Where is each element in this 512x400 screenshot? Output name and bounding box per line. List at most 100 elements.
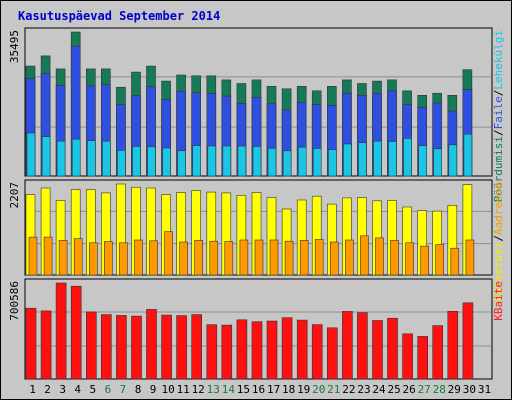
- bar-traffic-KBaite-day-8: [131, 315, 142, 380]
- day-label-7: 7: [120, 383, 127, 396]
- bar-visits-Aadresse-day-4: [73, 238, 83, 276]
- day-label-28: 28: [433, 383, 446, 396]
- day-label-27: 27: [418, 383, 431, 396]
- bar-visits-Aadresse-day-28: [435, 244, 445, 276]
- bar-requests-Lehekülgi-day-28: [433, 148, 443, 177]
- day-label-25: 25: [387, 383, 400, 396]
- bar-visits-Aadresse-day-17: [269, 239, 279, 276]
- legend-entry: /: [492, 129, 505, 136]
- bar-requests-Lehekülgi-day-23: [358, 142, 367, 177]
- bar-traffic-KBaite-day-1: [25, 307, 37, 380]
- day-label-23: 23: [357, 383, 370, 396]
- bar-visits-Aadresse-day-7: [119, 242, 128, 276]
- legend-entry: Lehekülgi: [492, 30, 505, 90]
- bar-visits-Aadresse-day-1: [28, 236, 38, 276]
- bar-traffic-KBaite-day-21: [326, 327, 338, 380]
- bar-visits-Aadresse-day-2: [43, 236, 53, 276]
- bar-requests-Lehekülgi-day-15: [237, 145, 247, 177]
- bar-requests-Lehekülgi-day-17: [267, 148, 277, 177]
- bar-visits-Aadresse-day-21: [329, 241, 339, 276]
- bar-traffic-KBaite-day-27: [417, 336, 429, 380]
- bar-requests-Lehekülgi-day-27: [418, 145, 428, 177]
- bar-visits-Aadresse-day-8: [134, 239, 143, 276]
- bar-traffic-KBaite-day-30: [462, 302, 474, 380]
- bar-traffic-KBaite-day-3: [55, 282, 67, 380]
- bar-traffic-KBaite-day-9: [146, 309, 157, 380]
- bar-requests-Lehekülgi-day-5: [87, 140, 96, 177]
- bar-requests-Lehekülgi-day-26: [403, 138, 412, 177]
- day-label-15: 15: [237, 383, 250, 396]
- bar-requests-Lehekülgi-day-11: [177, 150, 186, 177]
- panel-visits: 2207 Külastusi/Aadresse: [8, 179, 505, 301]
- day-label-14: 14: [222, 383, 236, 396]
- bar-traffic-KBaite-day-6: [101, 314, 112, 380]
- bar-visits-Aadresse-day-19: [299, 240, 309, 276]
- bar-traffic-KBaite-day-16: [251, 321, 263, 380]
- bar-visits-Aadresse-day-3: [58, 240, 68, 276]
- day-label-18: 18: [282, 383, 295, 396]
- bar-traffic-KBaite-day-17: [266, 320, 278, 380]
- bar-requests-Lehekülgi-day-8: [132, 146, 141, 177]
- bar-traffic-KBaite-day-11: [176, 315, 187, 380]
- day-label-9: 9: [150, 383, 157, 396]
- bar-traffic-KBaite-day-15: [236, 319, 248, 380]
- day-label-30: 30: [463, 383, 476, 396]
- bar-traffic-KBaite-day-10: [161, 314, 172, 380]
- bar-requests-Lehekülgi-day-10: [162, 147, 171, 177]
- day-label-21: 21: [327, 383, 340, 396]
- panel-requests: 35495 Pöördumisi/Faile/Lehekülgi: [8, 27, 505, 202]
- bar-requests-Lehekülgi-day-18: [282, 150, 292, 177]
- bar-traffic-KBaite-day-26: [402, 333, 413, 380]
- bar-visits-Aadresse-day-16: [254, 239, 264, 276]
- day-axis-labels: 1 2 3 4 5 6 7 8 9 10 11 12 13 14 15 16 17 18 19 20 21 22 23 24 2…: [29, 383, 491, 396]
- day-label-11: 11: [177, 383, 190, 396]
- day-label-16: 16: [252, 383, 265, 396]
- bar-requests-Lehekülgi-day-25: [388, 141, 397, 177]
- bar-visits-Aadresse-day-18: [284, 240, 294, 276]
- bar-visits-Aadresse-day-30: [465, 239, 475, 276]
- bar-visits-Aadresse-day-27: [420, 245, 430, 276]
- bar-visits-Aadresse-day-9: [149, 240, 158, 276]
- bar-traffic-KBaite-day-23: [357, 312, 368, 380]
- day-label-5: 5: [89, 383, 96, 396]
- bar-traffic-KBaite-day-4: [70, 285, 82, 380]
- bar-traffic-KBaite-day-28: [432, 325, 444, 380]
- day-label-20: 20: [312, 383, 325, 396]
- legend-entry: Pöördumisi: [492, 136, 505, 202]
- bar-visits-Aadresse-day-14: [224, 241, 234, 276]
- bar-traffic-KBaite-day-20: [311, 324, 323, 380]
- legend-entry: /: [492, 90, 505, 97]
- day-label-8: 8: [135, 383, 142, 396]
- bar-visits-Aadresse-day-22: [345, 239, 354, 276]
- legend-entry: Külastusi: [492, 242, 505, 302]
- bar-requests-Lehekülgi-day-20: [312, 148, 322, 177]
- bar-requests-Lehekülgi-day-7: [117, 150, 126, 177]
- bar-requests-Lehekülgi-day-21: [327, 149, 337, 177]
- bar-visits-Aadresse-day-11: [179, 241, 188, 276]
- bar-requests-Lehekülgi-day-19: [297, 146, 307, 177]
- bar-visits-Aadresse-day-29: [450, 247, 460, 276]
- legend-entry: KBaite: [492, 281, 505, 321]
- chart-panels: 35495 Pöördumisi/Faile/Lehekülgi2207Külas…: [8, 27, 505, 380]
- bar-visits-Aadresse-day-5: [89, 242, 98, 276]
- panel-requests-legend: Pöördumisi/Faile/Lehekülgi: [492, 30, 505, 202]
- day-label-31: 31: [478, 383, 491, 396]
- day-label-29: 29: [448, 383, 461, 396]
- bar-requests-Lehekülgi-day-2: [41, 136, 51, 177]
- bar-traffic-KBaite-day-22: [342, 311, 353, 380]
- panel-traffic-ymax-label: 700586: [8, 281, 21, 321]
- panel-requests-ymax-label: 35495: [8, 30, 21, 63]
- legend-entry: /: [492, 235, 505, 242]
- bar-visits-Aadresse-day-25: [390, 240, 399, 276]
- bar-visits-Aadresse-day-20: [314, 239, 324, 276]
- day-label-2: 2: [44, 383, 51, 396]
- bar-requests-Lehekülgi-day-6: [102, 140, 111, 177]
- bar-requests-Lehekülgi-day-9: [147, 146, 156, 177]
- chart-title: Kasutuspäevad September 2014: [18, 9, 220, 23]
- day-label-6: 6: [105, 383, 112, 396]
- bar-requests-Lehekülgi-day-29: [448, 144, 458, 177]
- bar-traffic-KBaite-day-24: [372, 320, 383, 380]
- panel-visits-legend: Külastusi/Aadresse: [492, 182, 505, 301]
- day-label-13: 13: [207, 383, 220, 396]
